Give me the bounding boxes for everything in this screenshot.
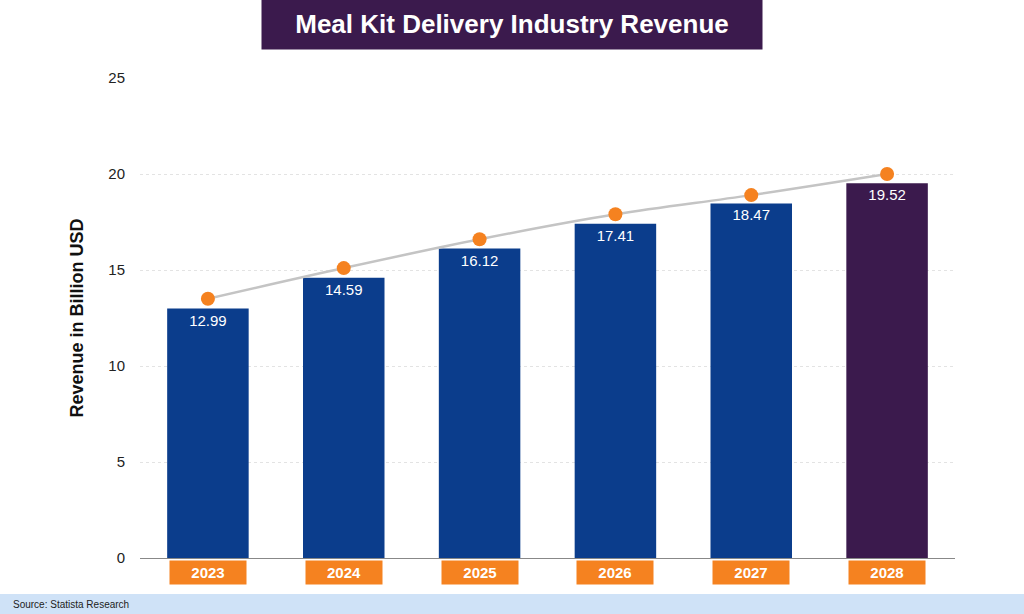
svg-text:18.47: 18.47: [732, 206, 770, 223]
svg-text:Revenue in Billion USD: Revenue in Billion USD: [67, 218, 87, 417]
svg-text:2027: 2027: [734, 564, 767, 581]
svg-text:25: 25: [108, 69, 125, 86]
svg-text:10: 10: [108, 357, 125, 374]
svg-text:12.99: 12.99: [189, 312, 227, 329]
svg-text:17.41: 17.41: [597, 227, 635, 244]
svg-text:2023: 2023: [191, 564, 224, 581]
svg-text:15: 15: [108, 261, 125, 278]
svg-text:5: 5: [117, 453, 125, 470]
svg-text:19.52: 19.52: [868, 186, 906, 203]
svg-text:20: 20: [108, 165, 125, 182]
svg-text:2026: 2026: [598, 564, 631, 581]
svg-text:2024: 2024: [327, 564, 361, 581]
svg-text:14.59: 14.59: [325, 281, 363, 298]
svg-text:0: 0: [117, 549, 125, 566]
svg-text:Meal Kit Delivery Industry Rev: Meal Kit Delivery Industry Revenue: [295, 9, 728, 39]
svg-text:Source: Statista Research: Source: Statista Research: [13, 599, 129, 610]
svg-text:16.12: 16.12: [461, 252, 499, 269]
svg-text:2028: 2028: [870, 564, 903, 581]
svg-text:2025: 2025: [463, 564, 496, 581]
